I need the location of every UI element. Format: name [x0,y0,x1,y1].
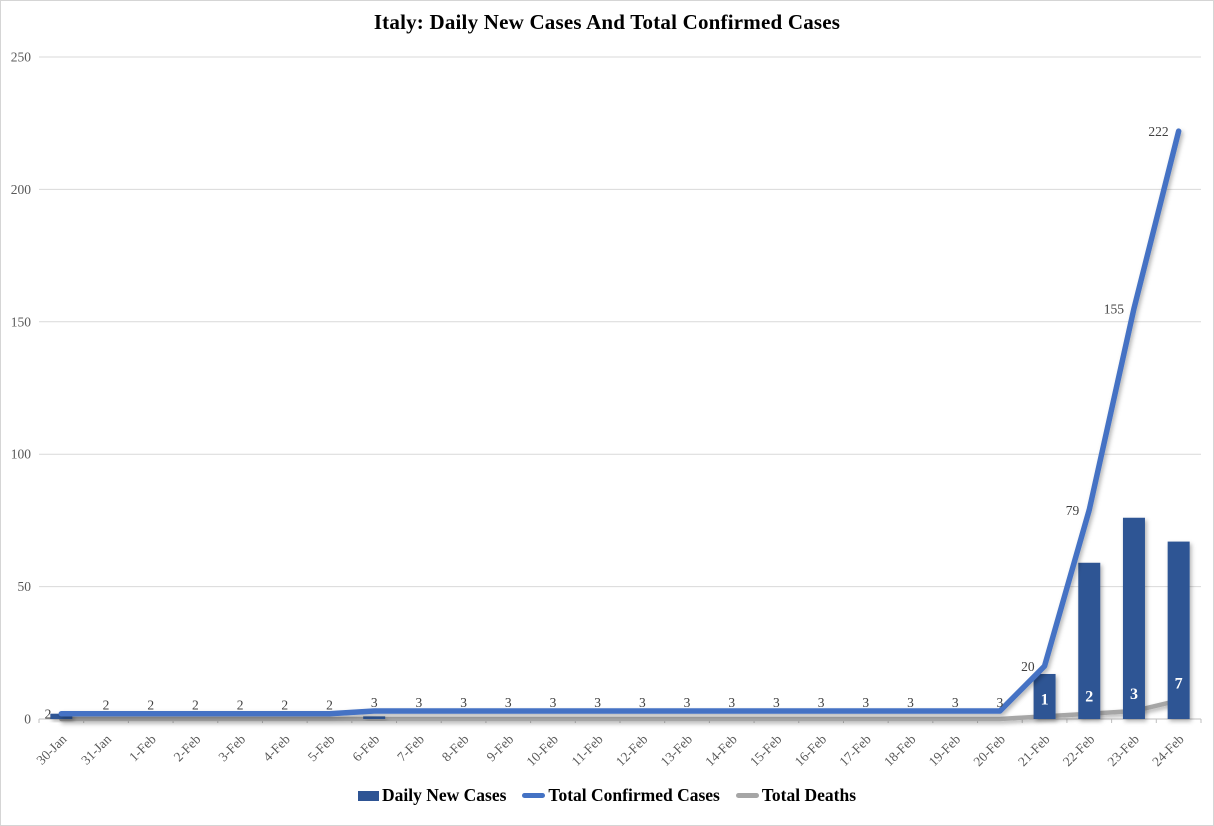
confirmed-cases-data-label: 3 [416,695,423,710]
x-axis-tick-label: 15-Feb [747,731,785,769]
legend-item-total-confirmed-cases: Total Confirmed Cases [522,785,720,806]
confirmed-cases-data-label: 2 [103,698,110,713]
x-axis-tick-label: 18-Feb [881,731,919,769]
confirmed-cases-data-label: 3 [639,695,646,710]
y-axis-tick-label: 150 [11,314,32,329]
x-axis-tick-label: 13-Feb [658,731,696,769]
daily-new-cases-bar [1167,541,1190,719]
x-axis-tick-label: 6-Feb [349,731,382,764]
confirmed-cases-data-label: 3 [997,695,1004,710]
x-axis-tick-label: 1-Feb [126,731,159,764]
x-axis-tick-label: 5-Feb [305,731,338,764]
total-deaths-data-label: 2 [1085,689,1093,706]
legend-label: Daily New Cases [381,785,507,805]
confirmed-cases-data-label: 2 [45,707,52,722]
x-axis-tick-label: 31-Jan [78,731,114,767]
x-axis-tick-label: 3-Feb [215,731,248,764]
x-axis-tick-label: 21-Feb [1015,731,1053,769]
x-axis-tick-label: 17-Feb [836,731,874,769]
confirmed-cases-data-label: 3 [818,695,825,710]
x-axis-tick-label: 8-Feb [439,731,472,764]
legend-label: Total Confirmed Cases [548,785,720,805]
daily-new-cases-bar [1033,673,1056,719]
legend-label: Total Deaths [761,785,857,805]
chart-legend: Daily New Cases Total Confirmed Cases To… [1,785,1213,806]
confirmed-cases-data-label: 222 [1148,124,1168,139]
y-axis-tick-label: 200 [11,182,32,197]
total-confirmed-cases-line [58,128,1182,717]
confirmed-cases-data-label: 2 [237,698,244,713]
x-axis-tick-label: 22-Feb [1060,731,1098,769]
daily-new-cases-bar [1078,562,1101,719]
confirmed-cases-data-label: 2 [281,698,288,713]
x-axis-tick-label: 16-Feb [792,731,830,769]
daily-new-cases-bar [363,716,386,719]
x-axis-tick-label: 14-Feb [702,731,740,769]
x-axis-tick-label: 20-Feb [970,731,1008,769]
x-axis-tick-label: 19-Feb [926,731,964,769]
x-axis-tick-label: 7-Feb [394,731,427,764]
x-axis-tick-label: 2-Feb [171,731,204,764]
confirmed-cases-data-label: 155 [1104,302,1125,317]
total-deaths-data-label: 1 [1041,691,1049,708]
x-axis-tick-label: 23-Feb [1104,731,1142,769]
chart-title: Italy: Daily New Cases And Total Confirm… [373,10,841,34]
line-swatch-icon [735,793,759,798]
daily-new-cases-bar [1122,517,1145,719]
y-axis-tick-label: 250 [11,50,32,65]
confirmed-cases-data-label: 2 [147,698,154,713]
x-axis-tick-label: 30-Jan [33,731,69,767]
y-axis-tick-label: 50 [18,579,32,594]
confirmed-cases-data-label: 3 [505,695,512,710]
x-axis-tick-label: 10-Feb [523,731,561,769]
confirmed-cases-data-label: 3 [460,695,467,710]
confirmed-cases-data-label: 3 [684,695,691,710]
confirmed-cases-data-label: 3 [550,695,557,710]
total-deaths-data-label: 3 [1130,686,1138,703]
confirmed-cases-data-label: 20 [1021,659,1035,674]
x-axis-tick-label: 12-Feb [613,731,651,769]
line-swatch-icon [522,793,546,798]
confirmed-cases-data-label: 3 [952,695,959,710]
confirmed-cases-data-label: 3 [594,695,601,710]
bar-swatch-icon [357,790,379,801]
confirmed-cases-data-label: 3 [862,695,869,710]
confirmed-cases-data-label: 2 [192,698,199,713]
total-deaths-line [59,698,1181,722]
confirmed-cases-data-label: 3 [773,695,780,710]
confirmed-cases-data-label: 2 [326,698,333,713]
x-axis-tick-label: 24-Feb [1149,731,1187,769]
confirmed-cases-data-label: 3 [907,695,914,710]
y-axis-tick-label: 0 [24,712,31,727]
confirmed-cases-data-label: 3 [371,695,378,710]
confirmed-cases-data-label: 3 [728,695,735,710]
legend-item-total-deaths: Total Deaths [735,785,857,806]
x-axis-tick-label: 11-Feb [568,731,605,768]
y-axis-tick-label: 100 [11,447,32,462]
x-axis-tick-label: 9-Feb [484,731,517,764]
x-axis-tick-label: 4-Feb [260,731,293,764]
confirmed-cases-data-label: 79 [1066,503,1080,518]
legend-item-daily-new-cases: Daily New Cases [357,785,507,806]
total-deaths-data-label: 7 [1175,675,1183,692]
